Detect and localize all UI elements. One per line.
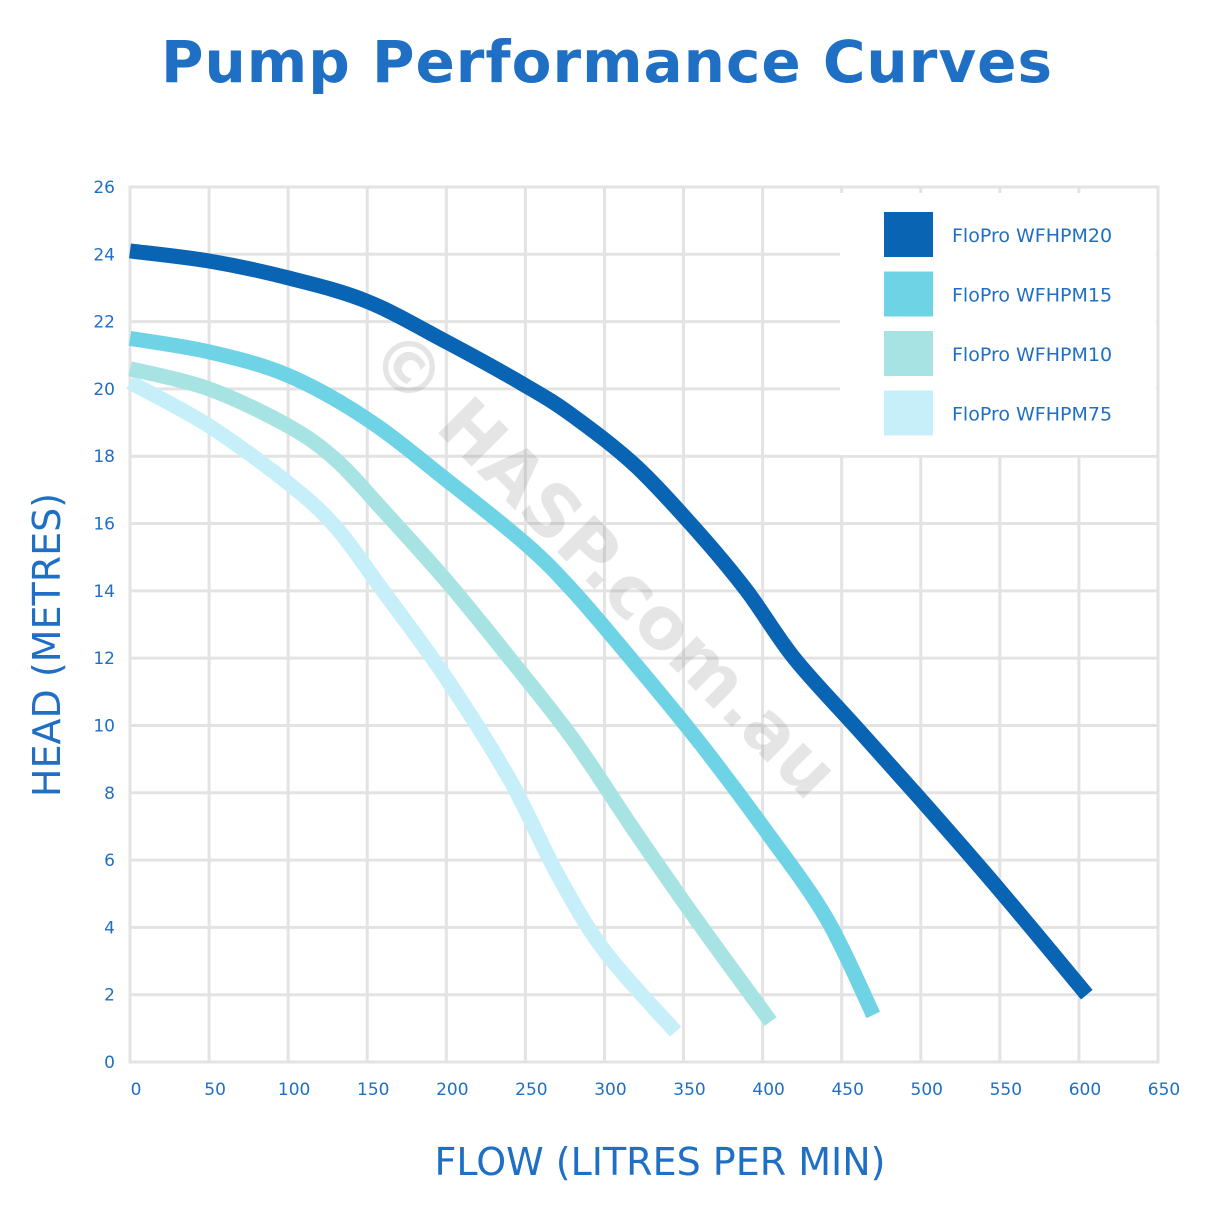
x-tick-labels: 0 50 100 150 200 250 300 350 400 450 500 550 600 650 bbox=[131, 1080, 1181, 1100]
y-tick-label-3: 6 bbox=[104, 851, 115, 871]
y-tick-label-11: 22 bbox=[93, 313, 115, 333]
y-tick-label-4: 8 bbox=[104, 784, 115, 804]
x-tick-label-9: 450 bbox=[831, 1080, 863, 1100]
x-tick-label-10: 500 bbox=[911, 1080, 943, 1100]
y-tick-label-2: 4 bbox=[104, 918, 115, 938]
x-tick-label-4: 200 bbox=[436, 1080, 468, 1100]
y-tick-label-12: 24 bbox=[93, 245, 115, 265]
series-line-0 bbox=[129, 243, 1093, 1000]
legend-label-1: FloPro WFHPM15 bbox=[952, 285, 1112, 307]
x-tick-label-8: 400 bbox=[752, 1080, 784, 1100]
y-axis-label: HEAD (METRES) bbox=[25, 493, 69, 797]
y-tick-label-5: 10 bbox=[93, 716, 115, 736]
series-line-3 bbox=[126, 375, 682, 1037]
legend-label-2: FloPro WFHPM10 bbox=[952, 344, 1112, 366]
y-tick-label-0: 0 bbox=[104, 1053, 115, 1073]
x-tick-label-1: 50 bbox=[204, 1080, 226, 1100]
x-tick-label-0: 0 bbox=[131, 1080, 142, 1100]
y-tick-label-10: 20 bbox=[93, 380, 115, 400]
x-tick-label-11: 550 bbox=[990, 1080, 1022, 1100]
y-tick-label-9: 18 bbox=[93, 447, 115, 467]
legend-swatch-2 bbox=[884, 331, 933, 376]
y-tick-label-13: 26 bbox=[93, 178, 115, 198]
legend-label-3: FloPro WFHPM75 bbox=[952, 404, 1112, 426]
x-tick-label-5: 250 bbox=[515, 1080, 547, 1100]
x-tick-label-13: 650 bbox=[1148, 1080, 1180, 1100]
legend-swatch-1 bbox=[884, 271, 933, 317]
x-axis-label: FLOW (LITRES PER MIN) bbox=[435, 1140, 886, 1184]
y-tick-label-7: 14 bbox=[93, 582, 115, 602]
legend-swatch-0 bbox=[884, 212, 933, 257]
legend-label-0: FloPro WFHPM20 bbox=[952, 225, 1112, 247]
x-tick-label-12: 600 bbox=[1069, 1080, 1101, 1100]
x-tick-label-7: 350 bbox=[673, 1080, 705, 1100]
legend: FloPro WFHPM20 FloPro WFHPM15 FloPro WFHPM… bbox=[840, 193, 1156, 455]
legend-swatch-3 bbox=[884, 390, 933, 436]
x-tick-label-6: 300 bbox=[594, 1080, 626, 1100]
y-tick-label-8: 16 bbox=[93, 515, 115, 535]
y-tick-label-6: 12 bbox=[93, 649, 115, 669]
chart-title: Pump Performance Curves bbox=[161, 28, 1053, 96]
y-tick-label-1: 2 bbox=[104, 986, 115, 1006]
curves bbox=[126, 243, 1093, 1037]
series-line-1 bbox=[128, 331, 881, 1019]
x-tick-label-2: 100 bbox=[278, 1080, 310, 1100]
x-tick-label-3: 150 bbox=[357, 1080, 389, 1100]
series-line-2 bbox=[128, 361, 777, 1026]
